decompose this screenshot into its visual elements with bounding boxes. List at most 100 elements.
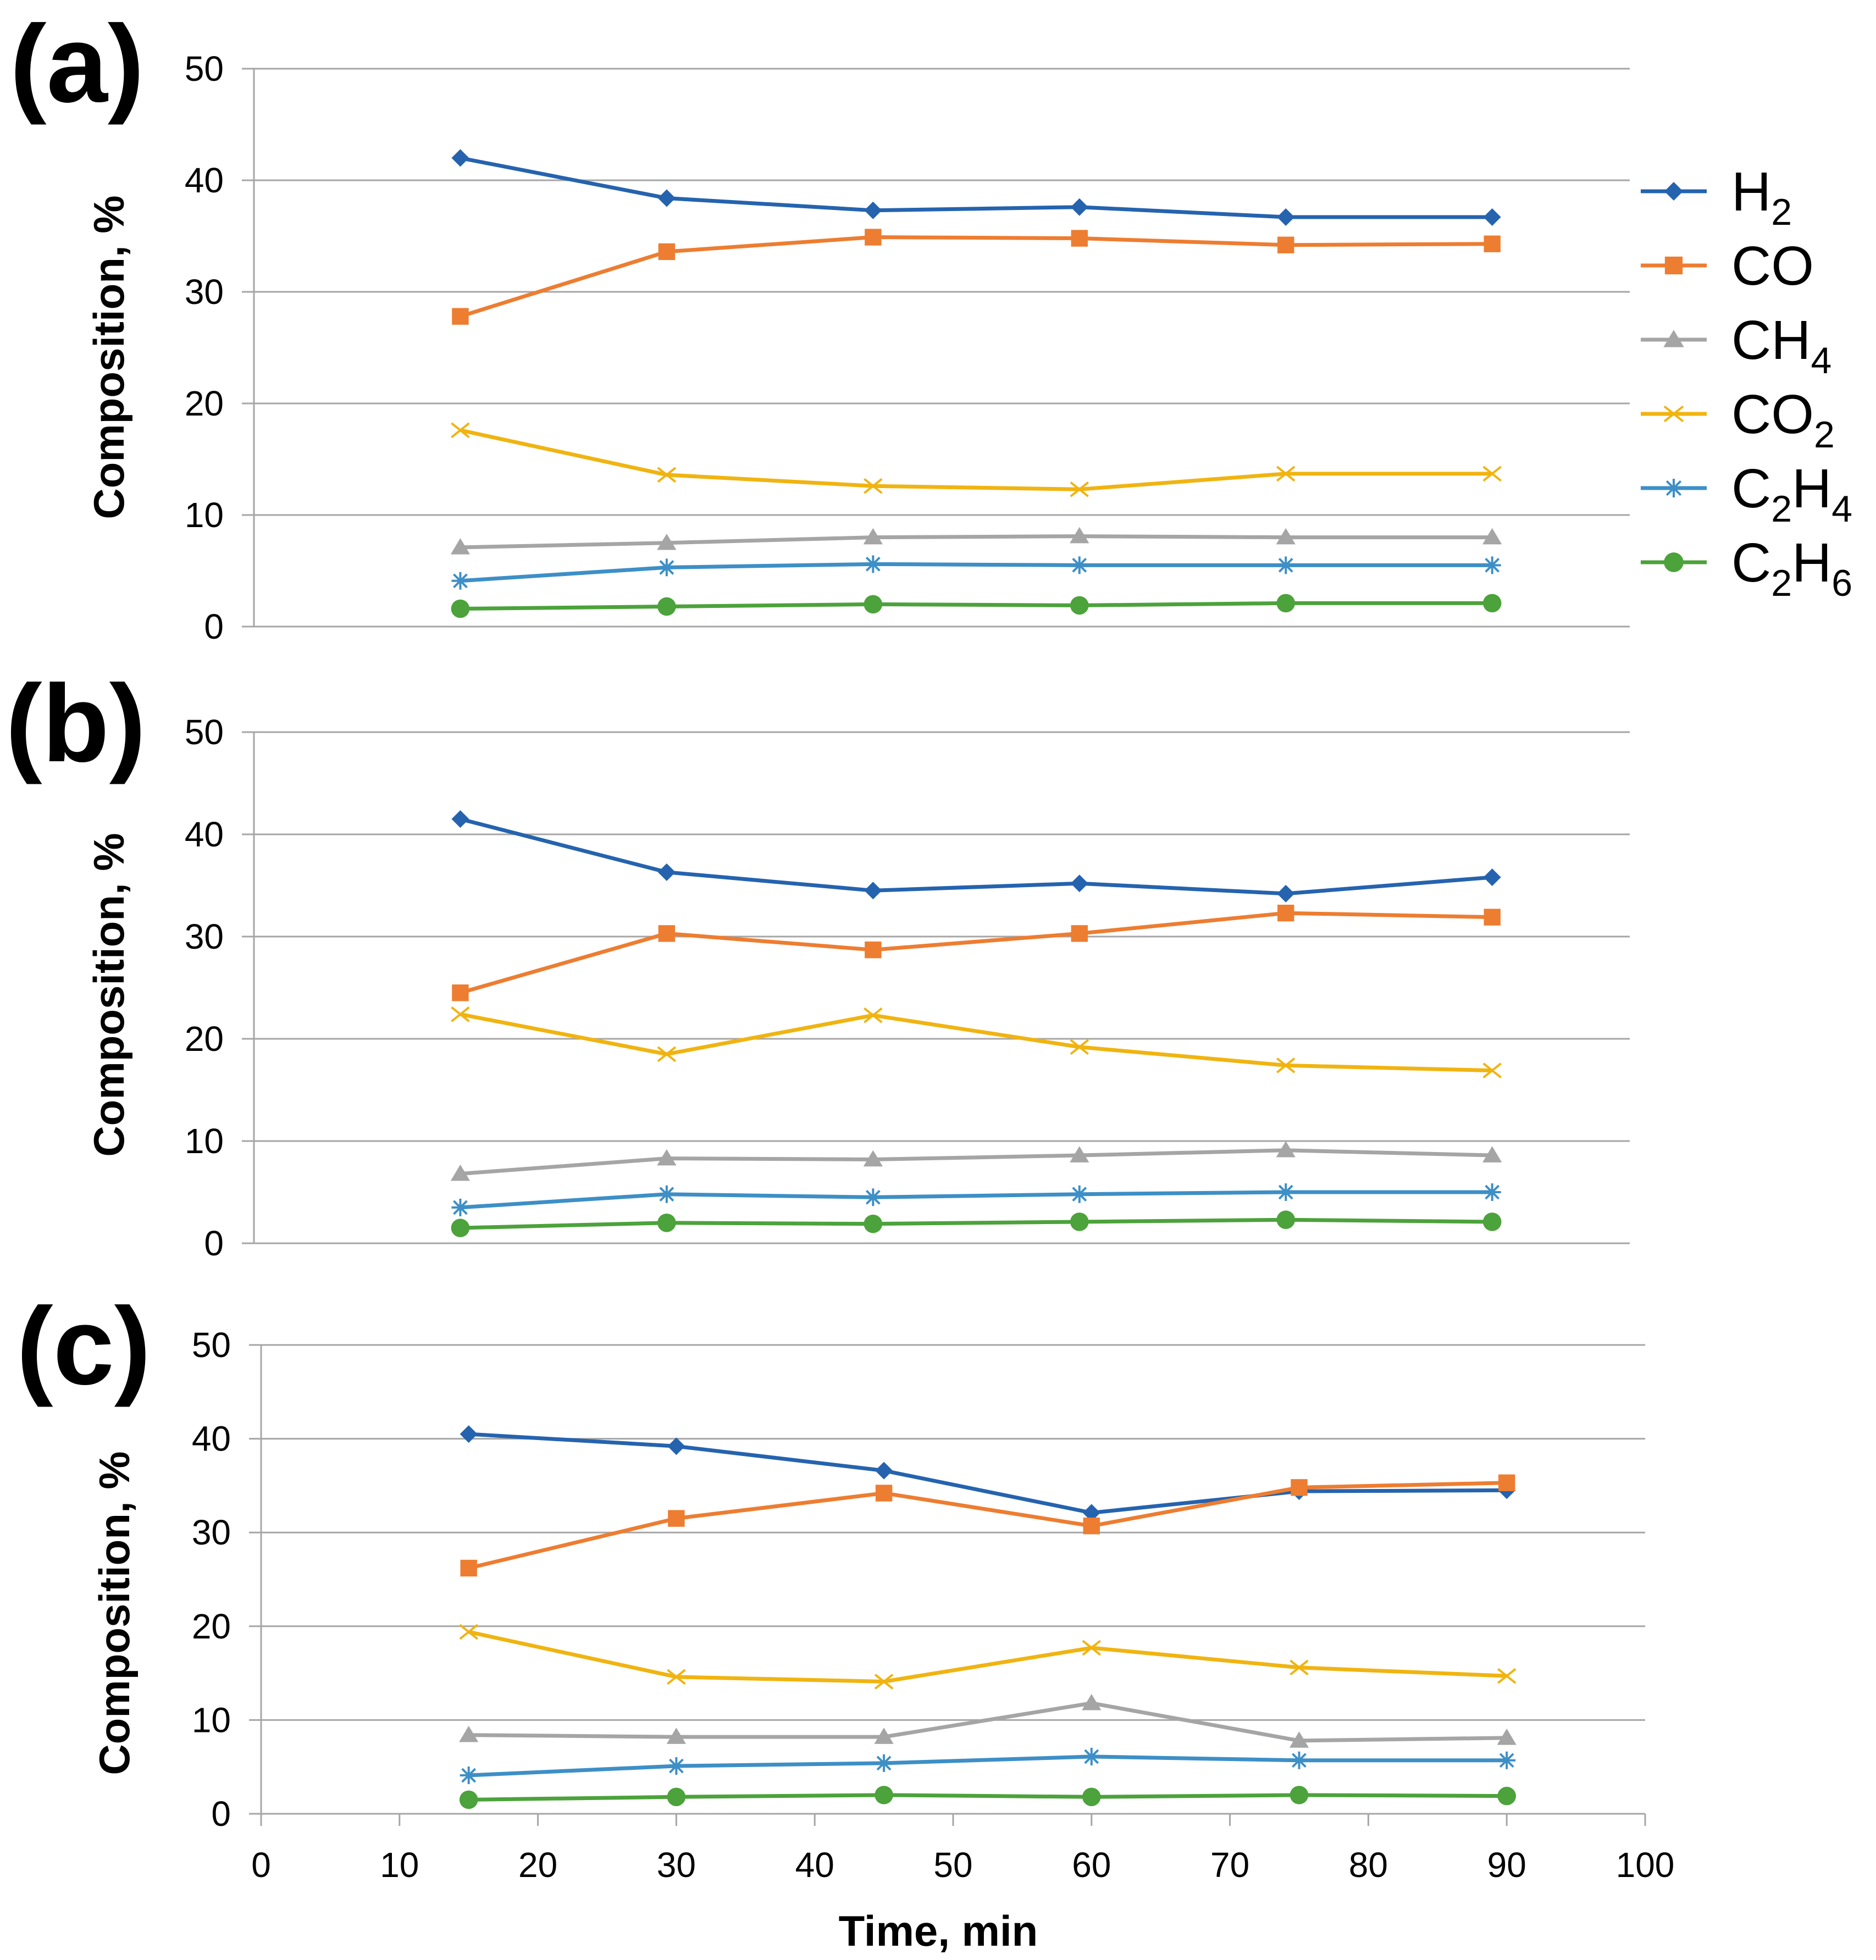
data-point-co2 [657, 1046, 677, 1062]
y-tick-label: 40 [185, 160, 224, 200]
data-point-c2h4 [667, 1757, 685, 1775]
data-point-h2 [864, 882, 882, 900]
data-point-c2h4 [1290, 1751, 1308, 1769]
data-point-c2h4 [657, 1185, 676, 1203]
legend-label: H2 [1731, 161, 1792, 233]
data-point-h2 [1277, 208, 1295, 226]
data-point-h2 [451, 149, 469, 167]
legend-item-co2: CO2 [1641, 384, 1835, 456]
series-line-co [468, 1481, 1507, 1570]
data-point-ch4 [1276, 528, 1296, 545]
data-point-h2 [667, 1437, 685, 1455]
data-point-co [865, 229, 882, 246]
data-point-ch4 [1070, 527, 1089, 544]
data-point-c2h6 [864, 595, 883, 614]
y-axis-label-a: Composition, % [85, 195, 133, 519]
x-tick-label: 70 [1210, 1845, 1249, 1885]
series-co2 [459, 1624, 1517, 1690]
series-co [452, 905, 1501, 1001]
data-point-co [1071, 230, 1088, 247]
series-co2 [451, 1006, 1502, 1079]
data-point-co2 [864, 478, 883, 494]
x-axis-label: Time, min [839, 1907, 1038, 1955]
data-point-co2 [459, 1624, 478, 1640]
y-tick-label: 10 [192, 1700, 231, 1740]
data-point-co [1484, 235, 1501, 252]
data-point-ch4 [863, 528, 883, 545]
data-point-co [658, 925, 676, 942]
data-point-c2h6 [667, 1787, 686, 1807]
legend-label: C2H6 [1731, 532, 1852, 604]
data-point-c2h6 [657, 597, 676, 616]
legend-label: CO [1731, 235, 1814, 297]
data-point-c2h6 [459, 1790, 478, 1809]
data-point-c2h4 [657, 558, 676, 577]
data-point-co2 [1070, 481, 1089, 497]
series-line-co [460, 911, 1492, 995]
data-point-co2 [874, 1674, 894, 1690]
data-point-co [1484, 909, 1501, 926]
series-c2h6 [451, 594, 1502, 618]
data-point-co [452, 308, 469, 325]
data-point-ch4 [450, 1164, 471, 1181]
series-line-co2 [460, 1012, 1492, 1073]
data-point-ch4 [1482, 1146, 1502, 1162]
y-tick-label: 40 [192, 1419, 231, 1459]
data-point-co [668, 1510, 685, 1527]
legend-marker-x [1663, 405, 1684, 423]
data-point-c2h4 [1483, 1183, 1501, 1201]
series-line-c2h4 [460, 1190, 1492, 1210]
panel-b-plot: 0 10 20 30 40 50 [185, 712, 1630, 1263]
data-point-co [452, 984, 469, 1001]
data-point-co [865, 941, 882, 959]
data-point-co [1277, 236, 1294, 253]
data-point-ch4 [450, 538, 471, 555]
legend-marker-diamond [1664, 182, 1683, 201]
legend-item-c2h6: C2H6 [1641, 532, 1852, 604]
data-point-co2 [1070, 1039, 1089, 1055]
data-point-c2h4 [460, 1767, 478, 1785]
data-point-c2h4 [1277, 1183, 1295, 1201]
legend-item-h2: H2 [1641, 161, 1792, 233]
y-tick-label: 0 [204, 1223, 224, 1263]
panel-label-a: (a) [10, 3, 144, 125]
panel-label-b: (b) [5, 662, 146, 785]
data-point-ch4 [1497, 1729, 1517, 1745]
data-point-c2h4 [1082, 1747, 1100, 1765]
data-point-co [1498, 1474, 1515, 1491]
legend-item-c2h4: C2H4 [1641, 458, 1852, 530]
data-point-c2h6 [451, 599, 470, 618]
series-c2h4 [451, 1183, 1501, 1216]
x-tick-label: 90 [1487, 1845, 1526, 1885]
series-h2 [451, 810, 1501, 903]
data-point-ch4 [1070, 1146, 1089, 1162]
data-point-c2h6 [1290, 1786, 1309, 1804]
data-point-c2h4 [864, 555, 882, 573]
series-line-h2 [460, 817, 1492, 896]
series-line-c2h4 [468, 1754, 1507, 1778]
data-point-ch4 [657, 533, 677, 550]
data-point-co2 [1290, 1659, 1309, 1676]
series-ch4 [450, 527, 1502, 555]
series-h2 [451, 149, 1501, 226]
data-point-c2h4 [875, 1754, 893, 1772]
y-axis-label-c: Composition, % [90, 1451, 139, 1775]
data-point-c2h6 [1070, 1212, 1089, 1231]
panel-label-c: (c) [16, 1285, 151, 1408]
data-point-co2 [1276, 1057, 1296, 1073]
y-tick-label: 20 [185, 384, 224, 423]
x-tick-label: 0 [251, 1845, 271, 1885]
data-point-c2h6 [875, 1786, 893, 1804]
series-line-co [460, 235, 1492, 318]
data-point-h2 [1483, 868, 1501, 887]
x-tick-label: 10 [380, 1845, 419, 1885]
data-point-c2h6 [1482, 1212, 1502, 1231]
x-tick-label: 80 [1349, 1845, 1388, 1885]
data-point-h2 [1082, 1504, 1100, 1522]
series-line-c2h6 [460, 601, 1492, 611]
data-point-c2h4 [451, 1198, 469, 1216]
x-tick-label: 50 [933, 1845, 972, 1885]
panel-c-plot: 0 10 20 30 40 50 0 10 20 30 40 50 60 70 80 90 100 [192, 1325, 1675, 1885]
data-point-co2 [1482, 1062, 1502, 1079]
data-point-co2 [1482, 466, 1502, 482]
